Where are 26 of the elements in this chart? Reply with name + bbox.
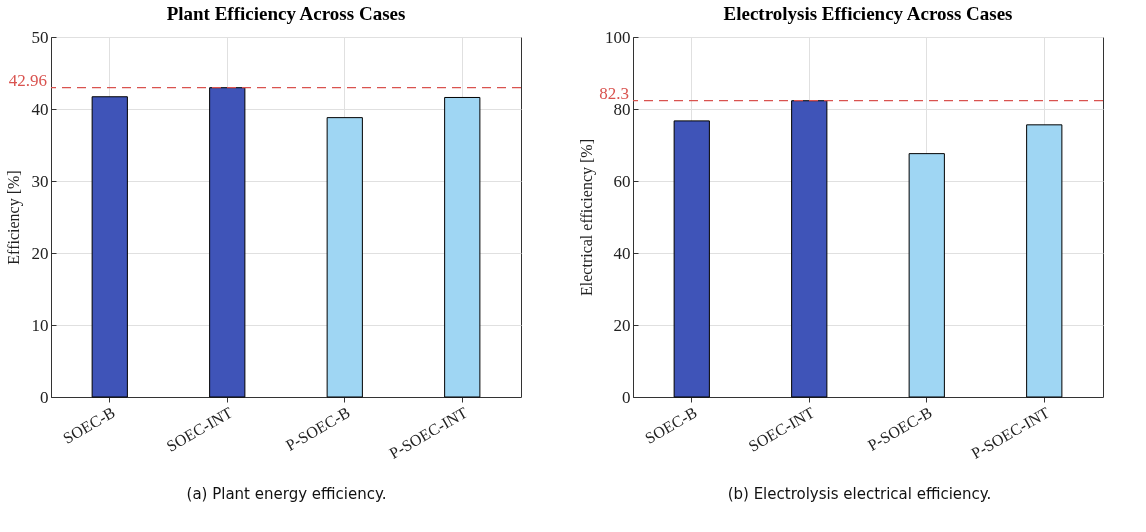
- y-tick-label: 0: [622, 387, 631, 407]
- y-axis-title: Electrical efficiency [%]: [578, 139, 596, 296]
- y-tick-label: 0: [40, 387, 49, 407]
- bar: [673, 120, 710, 398]
- chart-title: Electrolysis Efficiency Across Cases: [723, 3, 1013, 24]
- y-tick-label: 50: [31, 27, 49, 47]
- bar: [444, 96, 481, 398]
- text: (b) Electrolysis electrical efficiency.: [726, 485, 993, 503]
- bar: [1026, 124, 1063, 398]
- y-tick-label: 40: [613, 243, 631, 263]
- y-tick-label: 20: [613, 315, 631, 335]
- chart-title: Plant Efficiency Across Cases: [166, 3, 406, 24]
- bar: [91, 96, 128, 398]
- y-tick-label: 100: [605, 27, 631, 47]
- ref-line-label: 42.96: [8, 70, 47, 90]
- y-axis-title: Efficiency [%]: [4, 170, 23, 265]
- y-tick-label: 30: [31, 171, 49, 191]
- y-tick-label: 10: [31, 315, 49, 335]
- y-tick-label: 60: [613, 171, 631, 191]
- y-tick-label: 40: [31, 99, 49, 119]
- bar: [791, 100, 828, 398]
- bar: [209, 87, 246, 398]
- text: (a) Plant energy efficiency.: [185, 485, 388, 503]
- y-tick-label: 20: [31, 243, 49, 263]
- bar: [908, 153, 945, 398]
- bar: [326, 117, 363, 398]
